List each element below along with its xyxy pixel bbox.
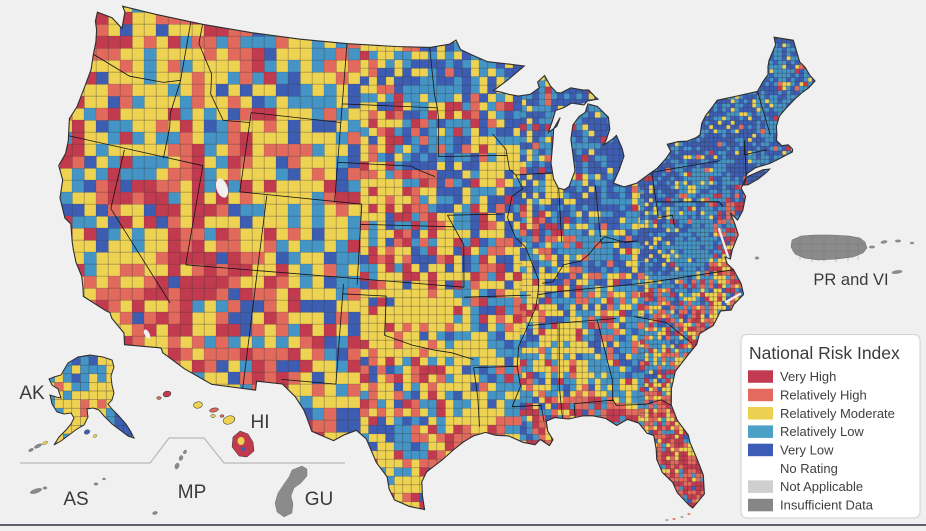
svg-text:Relatively Moderate: Relatively Moderate (780, 406, 895, 421)
svg-text:No Rating: No Rating (780, 461, 838, 476)
svg-text:Relatively Low: Relatively Low (780, 424, 864, 439)
svg-text:Not Applicable: Not Applicable (780, 479, 863, 494)
svg-text:HI: HI (251, 412, 270, 433)
svg-text:Very Low: Very Low (780, 443, 834, 458)
svg-text:PR and VI: PR and VI (813, 271, 888, 289)
svg-text:AK: AK (19, 383, 45, 404)
svg-text:GU: GU (305, 489, 334, 510)
svg-text:Relatively High: Relatively High (780, 388, 867, 403)
svg-text:AS: AS (63, 489, 88, 510)
svg-text:Insufficient Data: Insufficient Data (780, 498, 874, 513)
svg-text:National Risk Index: National Risk Index (749, 343, 900, 363)
svg-text:Very High: Very High (780, 369, 836, 384)
svg-text:MP: MP (178, 482, 207, 503)
